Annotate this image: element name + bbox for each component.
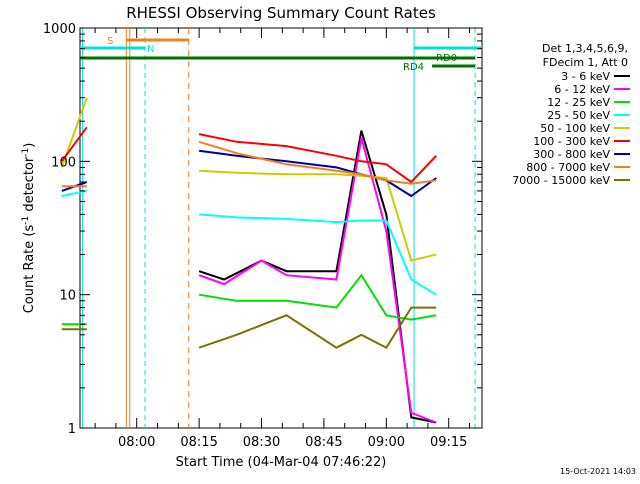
chart-title: RHESSI Observing Summary Count Rates xyxy=(126,4,436,22)
series-layer xyxy=(60,97,437,424)
y-axis-label-sup2: -1 xyxy=(21,148,31,157)
y-axis-label-main: Count Rate (s xyxy=(22,225,37,314)
y-axis-label: Count Rate (s-1 detector-1) xyxy=(21,143,37,314)
series-line xyxy=(61,189,437,296)
y-tick-label: 1000 xyxy=(43,22,76,37)
x-tick-label: 09:15 xyxy=(430,435,467,450)
series-line xyxy=(60,126,437,184)
series-line xyxy=(61,306,437,350)
legend-label: 25 - 50 keV xyxy=(547,109,610,122)
legend-header-line: FDecim 1, Att 0 xyxy=(543,56,628,69)
flag-label-s: S xyxy=(107,36,113,47)
y-axis-label-sup: -1 xyxy=(21,216,31,225)
y-axis-label-rest: detector xyxy=(22,156,37,216)
series-line xyxy=(198,137,437,424)
x-tick-label: 08:15 xyxy=(180,435,217,450)
flag-label-rd4: RD4 xyxy=(403,62,424,73)
legend-label: 12 - 25 keV xyxy=(547,96,610,109)
flag-label-rd0: RD0 xyxy=(436,53,457,64)
y-tick-label: 10 xyxy=(59,289,76,304)
legend-label: 7000 - 15000 keV xyxy=(512,174,610,187)
footer-date: 15-Oct-2021 14:03 xyxy=(560,467,636,476)
series-line xyxy=(61,140,437,188)
x-tick-label: 08:45 xyxy=(305,435,342,450)
legend-label: 300 - 800 keV xyxy=(533,148,610,161)
x-tick-label: 08:00 xyxy=(118,435,155,450)
x-tick-label: 08:30 xyxy=(243,435,280,450)
y-tick-label: 1 xyxy=(68,422,76,437)
legend-header-line: Det 1,3,4,5,6,9, xyxy=(542,42,628,55)
x-axis-label: Start Time (04-Mar-04 07:46:22) xyxy=(176,455,387,470)
legend-label: 100 - 300 keV xyxy=(533,135,610,148)
x-tick-label: 09:00 xyxy=(368,435,405,450)
flag-label-n: N xyxy=(147,44,154,55)
legend-label: 3 - 6 keV xyxy=(561,70,610,83)
legend-label: 800 - 7000 keV xyxy=(526,161,610,174)
flag-layer: S N RD0 RD4 xyxy=(80,28,482,428)
y-axis-label-tail: ) xyxy=(22,143,37,148)
legend-label: 50 - 100 keV xyxy=(540,122,610,135)
legend-label: 6 - 12 keV xyxy=(554,83,610,96)
legend: Det 1,3,4,5,6,9,FDecim 1, Att 03 - 6 keV… xyxy=(512,42,630,187)
y-tick-label: 100 xyxy=(51,155,76,170)
plot-frame xyxy=(79,27,483,429)
tick-layer: 08:00 08:15 08:30 08:45 09:00 09:15 1 10 100 1000 xyxy=(43,22,482,450)
